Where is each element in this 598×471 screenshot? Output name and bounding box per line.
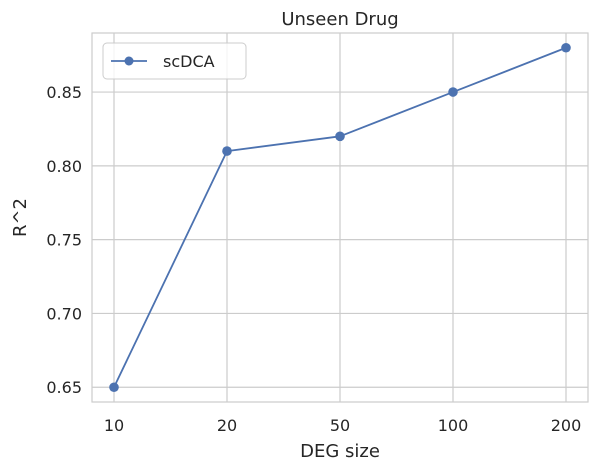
data-point	[222, 146, 232, 156]
data-point	[335, 131, 345, 142]
x-tick-label: 100	[438, 416, 469, 435]
y-tick-labels: 0.65 0.70 0.75 0.80 0.85	[46, 83, 82, 397]
x-axis-label: DEG size	[300, 441, 380, 462]
y-tick-label: 0.85	[46, 83, 82, 102]
y-tick-label: 0.65	[46, 378, 82, 397]
y-tick-label: 0.75	[46, 231, 82, 250]
legend: scDCA	[102, 42, 247, 80]
legend-label-scdca: scDCA	[163, 52, 215, 71]
series-layer	[109, 42, 571, 393]
legend-box	[102, 42, 247, 80]
y-axis-label: R^2	[10, 198, 31, 237]
legend-marker-swatch	[124, 56, 134, 66]
chart-title: Unseen Drug	[281, 9, 398, 30]
x-tick-labels: 10 20 50 100 200	[104, 416, 581, 435]
data-point	[561, 42, 571, 53]
y-tick-label: 0.80	[46, 157, 82, 176]
x-tick-label: 200	[551, 416, 582, 435]
x-tick-label: 50	[330, 416, 350, 435]
data-point	[448, 87, 458, 97]
plot-frame	[91, 32, 589, 403]
data-point	[109, 382, 119, 393]
x-tick-label: 20	[217, 416, 237, 435]
x-tick-label: 10	[104, 416, 124, 435]
y-tick-label: 0.70	[46, 304, 82, 323]
